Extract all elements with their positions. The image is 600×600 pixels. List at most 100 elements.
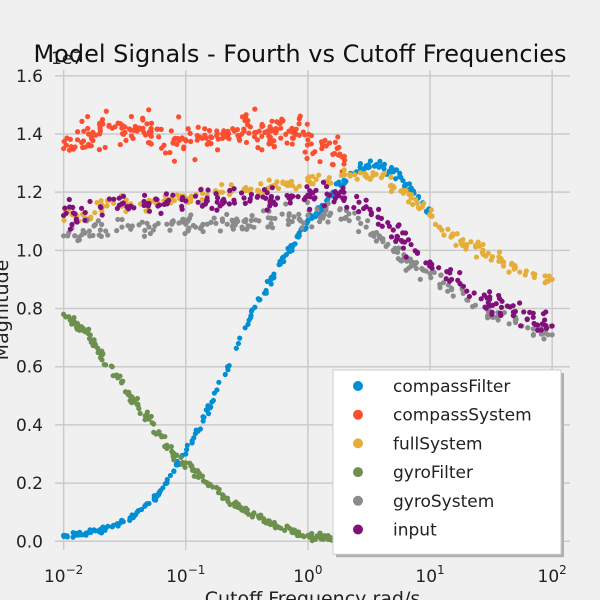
scatter-point	[304, 121, 310, 127]
scatter-point	[214, 195, 221, 201]
scatter-point	[521, 309, 527, 315]
scatter-point	[438, 272, 444, 278]
scatter-point	[184, 447, 190, 453]
scatter-point	[535, 327, 541, 333]
x-tick-label: 10−2	[44, 563, 83, 587]
scatter-point	[122, 124, 128, 130]
scatter-point	[480, 241, 486, 248]
y-offset-text: 1e7	[51, 49, 83, 69]
scatter-point	[480, 247, 486, 253]
scatter-point	[141, 202, 147, 209]
scatter-point	[478, 296, 484, 302]
scatter-point	[290, 135, 296, 141]
scatter-point	[233, 345, 239, 351]
y-tick-label: 0.6	[16, 358, 43, 378]
scatter-point	[341, 167, 347, 173]
scatter-point	[272, 215, 278, 222]
scatter-point	[296, 116, 302, 122]
scatter-point	[393, 238, 399, 244]
scatter-point	[161, 142, 167, 148]
scatter-point	[542, 317, 548, 323]
scatter-point	[69, 221, 75, 228]
scatter-point	[357, 170, 364, 176]
scatter-point	[483, 253, 489, 259]
scatter-point	[416, 206, 422, 212]
data-point	[156, 134, 162, 140]
scatter-point	[63, 314, 69, 320]
series-gyroFilter	[61, 311, 348, 545]
scatter-point	[513, 316, 519, 322]
scatter-point	[226, 201, 233, 207]
scatter-point	[506, 269, 512, 275]
scatter-point	[156, 429, 162, 435]
scatter-point	[98, 204, 104, 211]
scatter-point	[356, 209, 362, 215]
scatter-point	[96, 232, 102, 238]
scatter-point	[321, 203, 327, 209]
scatter-point	[120, 193, 127, 199]
scatter-point	[523, 268, 529, 274]
legend-marker	[353, 438, 363, 449]
scatter-point	[171, 468, 177, 474]
scatter-point	[65, 233, 71, 239]
scatter-point	[271, 138, 277, 144]
scatter-point	[304, 155, 310, 162]
scatter-point	[305, 175, 311, 181]
scatter-point	[148, 133, 154, 139]
scatter-point	[186, 225, 192, 231]
scatter-point	[258, 181, 264, 187]
scatter-point	[288, 243, 295, 249]
scatter-point	[253, 217, 259, 223]
scatter-point	[248, 217, 254, 224]
scatter-point	[268, 274, 275, 280]
series-input	[61, 179, 555, 333]
data-series	[61, 106, 555, 545]
scatter-point	[311, 196, 317, 202]
scatter-point	[351, 172, 358, 178]
scatter-point	[248, 312, 254, 319]
scatter-point	[237, 335, 243, 341]
scatter-point	[170, 192, 176, 198]
scatter-point	[208, 404, 214, 410]
scatter-point	[104, 203, 110, 209]
scatter-point	[206, 128, 213, 134]
scatter-point	[314, 206, 320, 212]
scatter-point	[341, 189, 347, 195]
scatter-point	[394, 249, 401, 255]
scatter-point	[227, 501, 233, 508]
scatter-point	[295, 233, 301, 239]
scatter-point	[117, 141, 123, 148]
scatter-point	[254, 194, 260, 200]
scatter-point	[155, 203, 161, 209]
scatter-point	[406, 191, 412, 197]
scatter-point	[153, 492, 159, 499]
scatter-point	[260, 194, 266, 200]
scatter-point	[236, 135, 242, 142]
scatter-point	[387, 183, 394, 189]
scatter-point	[428, 275, 434, 281]
scatter-point	[447, 270, 453, 276]
scatter-point	[64, 135, 70, 141]
scatter-point	[278, 135, 284, 141]
scatter-point	[85, 113, 91, 120]
scatter-point	[114, 228, 120, 234]
scatter-point	[328, 210, 334, 216]
scatter-point	[144, 121, 150, 127]
x-tick-label: 10−1	[166, 563, 205, 587]
series-fullSystem	[61, 167, 555, 286]
scatter-point	[279, 211, 285, 217]
scatter-point	[70, 529, 76, 536]
scatter-point	[307, 194, 313, 200]
scatter-point	[110, 522, 117, 528]
scatter-point	[268, 221, 274, 227]
scatter-point	[192, 193, 199, 199]
scatter-point	[231, 186, 237, 192]
scatter-point	[167, 227, 173, 233]
x-axis-ticks: 10−2 10−1 100 101 102	[44, 563, 567, 587]
scatter-point	[86, 228, 92, 234]
scatter-point	[499, 298, 505, 304]
x-tick-label: 101	[415, 563, 444, 587]
legend-label: gyroFilter	[393, 463, 473, 483]
scatter-point	[197, 225, 204, 232]
legend-marker	[353, 409, 363, 420]
